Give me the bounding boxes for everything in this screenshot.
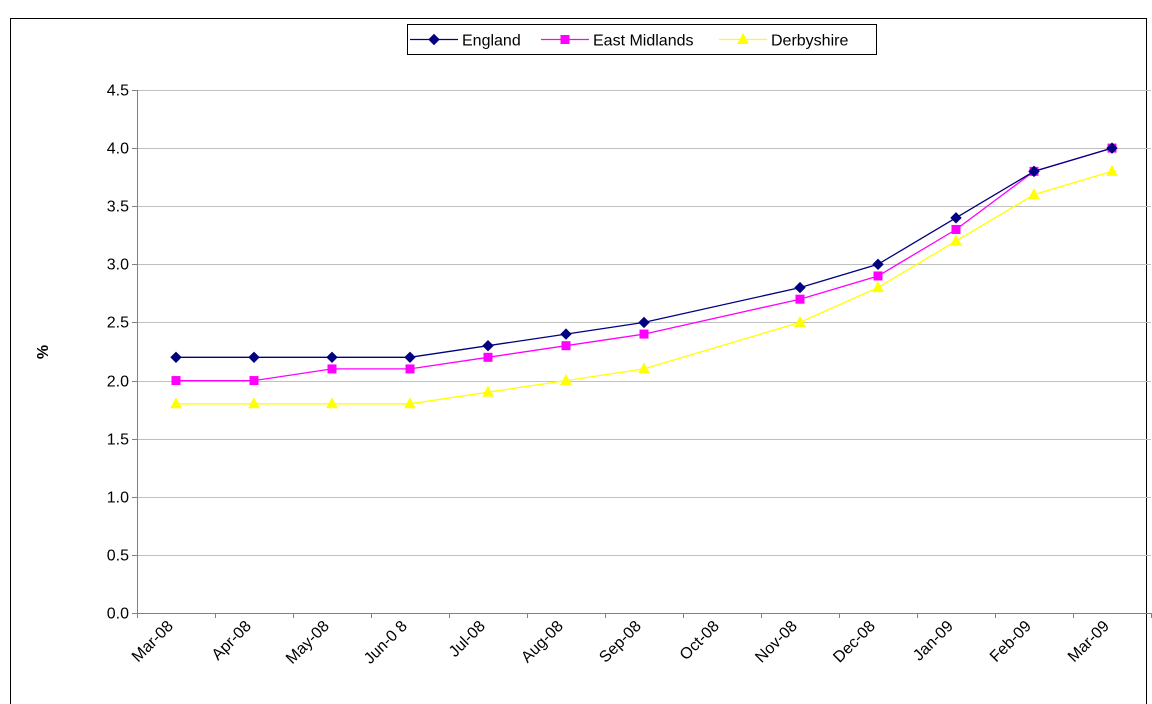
x-tick-label: Apr-08	[209, 618, 255, 664]
data-point	[639, 329, 649, 339]
data-point	[560, 328, 572, 340]
data-point	[1028, 165, 1040, 178]
data-point	[560, 373, 572, 386]
data-point	[872, 281, 884, 293]
x-tick-label: Dec-08	[830, 618, 879, 667]
data-point	[1106, 142, 1118, 154]
series-line	[176, 147, 1113, 358]
data-point	[872, 258, 884, 271]
x-tick-label: May-08	[283, 618, 333, 668]
y-tick-label: 0.5	[107, 548, 129, 565]
x-tick-label: Oct-08	[677, 618, 723, 664]
data-point	[482, 385, 494, 397]
series-layer	[170, 142, 1118, 409]
y-tick-label: 3.5	[107, 199, 129, 216]
legend-marker	[560, 35, 570, 44]
data-point	[248, 397, 260, 409]
y-tick-label: 4.5	[107, 83, 129, 100]
data-point	[561, 341, 571, 351]
axes	[132, 90, 1152, 618]
series-line	[176, 170, 1113, 405]
y-tick-label: 1.5	[107, 432, 129, 449]
x-tick-label: Feb-09	[987, 618, 1035, 666]
y-tick-label: 1.0	[107, 490, 129, 507]
data-point	[170, 351, 182, 364]
data-point	[794, 281, 806, 294]
data-point	[171, 376, 181, 386]
data-point	[950, 234, 962, 246]
data-point	[794, 315, 806, 327]
data-point	[638, 316, 650, 329]
y-tick-label: 0.0	[107, 606, 129, 623]
data-point	[951, 224, 961, 234]
data-point	[326, 397, 338, 409]
x-tick-label: Jun-0 8	[361, 618, 411, 668]
y-tick-label: 4.0	[107, 141, 129, 158]
legend-label: East Midlands	[593, 33, 694, 50]
legend-marker	[428, 33, 440, 46]
data-point	[483, 352, 493, 362]
chart-frame	[10, 18, 1147, 704]
data-point	[1028, 188, 1040, 200]
y-axis-title: %	[35, 345, 52, 359]
y-tick-label: 2.5	[107, 315, 129, 332]
series-line	[176, 147, 1113, 382]
x-tick-label: Sep-08	[596, 618, 645, 667]
data-point	[950, 212, 962, 224]
data-point	[795, 294, 805, 304]
data-point	[327, 364, 337, 374]
x-tick-label: Mar-09	[1065, 618, 1113, 666]
data-point	[249, 376, 259, 386]
data-point	[404, 397, 416, 409]
data-point	[170, 397, 182, 409]
series-derbyshire	[170, 164, 1118, 409]
data-point	[482, 339, 494, 352]
x-tick-label: Jan-09	[910, 618, 957, 665]
y-tick-label: 3.0	[107, 257, 129, 274]
x-tick-label: Mar-08	[129, 618, 177, 666]
legend-box	[407, 24, 877, 55]
data-point	[405, 364, 415, 374]
data-point	[638, 362, 650, 374]
data-point	[248, 351, 260, 364]
data-point	[326, 351, 338, 364]
legend-item: East Midlands	[541, 33, 694, 50]
legend-label: England	[462, 33, 521, 50]
x-axis-tick-labels: Mar-08 Apr-08 May-08 Jun-0 8 Jul-08 Aug-08 Sep…	[129, 618, 1113, 668]
legend-marker	[737, 32, 749, 44]
data-point	[404, 351, 416, 364]
series-england	[170, 142, 1118, 364]
legend-label: Derbyshire	[771, 33, 848, 50]
legend-item: Derbyshire	[719, 33, 848, 50]
y-tick-label: 2.0	[107, 374, 129, 391]
y-axis-tick-labels: 0.0 0.5 1.0 1.5 2.0 2.5 3.0 3.5 4.0 4.5	[107, 83, 129, 623]
x-tick-label: Nov-08	[752, 618, 801, 667]
data-point	[873, 271, 883, 281]
x-tick-label: Jul-08	[446, 618, 489, 661]
x-tick-label: Aug-08	[518, 618, 567, 667]
legend: England East Midlands Derbyshire	[407, 24, 877, 55]
legend-item: England	[410, 33, 521, 50]
data-point	[1106, 164, 1118, 176]
